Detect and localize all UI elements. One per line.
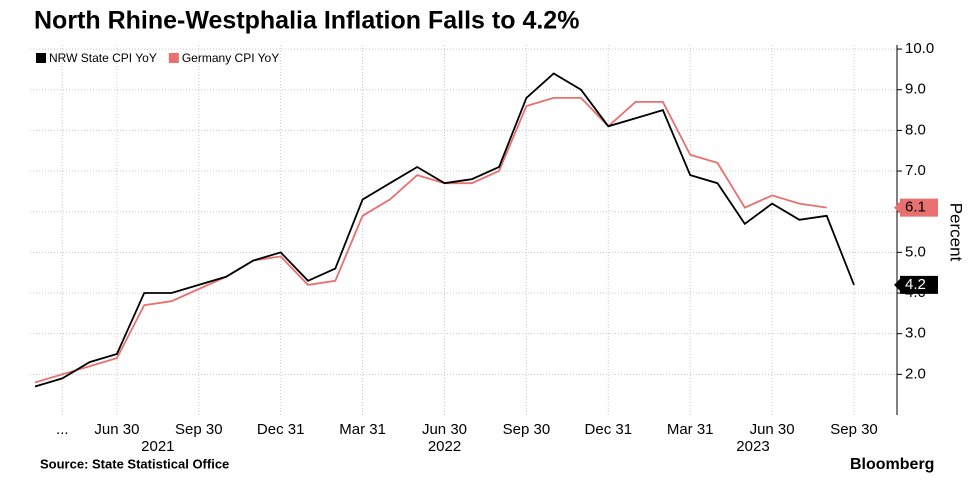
series-line [34,97,827,384]
x-group-label: 2022 [428,438,461,455]
end-value-label: 6.1 [905,199,926,216]
y-tick-label: 7.0 [905,162,926,179]
legend-label: Germany CPI YoY [182,51,279,65]
brand: Bloomberg [850,456,934,473]
x-tick-label: Jun 30 [422,421,467,438]
source-note: Source: State Statistical Office [40,456,229,471]
x-tick-label: Mar 31 [339,421,386,438]
end-value-box [900,198,938,217]
x-tick-label: Dec 31 [585,421,633,438]
y-tick-label: 2.0 [905,365,926,382]
legend-swatch [36,53,46,63]
end-value-label: 4.2 [905,276,926,293]
legend-label: NRW State CPI YoY [49,51,157,65]
series-line [34,72,855,388]
y-axis-label: Percent [947,203,966,262]
y-tick-label: 5.0 [905,243,926,260]
x-tick-label: Dec 31 [257,421,305,438]
x-tick-label: Sep 30 [175,421,223,438]
x-tick-label: Sep 30 [503,421,551,438]
end-value-pointer [894,277,901,292]
x-tick-label: Jun 30 [750,421,795,438]
x-tick-label: Jun 30 [94,421,139,438]
x-tick-label: Mar 31 [667,421,714,438]
x-tick-label: Sep 30 [830,421,878,438]
y-tick-label: 8.0 [905,121,926,138]
end-value-pointer [894,200,901,215]
x-group-label: 2023 [736,438,769,455]
end-value-box [900,275,938,294]
y-tick-label: 10.0 [905,40,934,57]
y-tick-label: 9.0 [905,81,926,98]
x-tick-label: ... [56,421,69,438]
legend-swatch [168,53,179,63]
chart-title: North Rhine-Westphalia Inflation Falls t… [34,7,579,35]
y-tick-label: 3.0 [905,325,926,342]
x-group-label: 2021 [141,438,174,455]
